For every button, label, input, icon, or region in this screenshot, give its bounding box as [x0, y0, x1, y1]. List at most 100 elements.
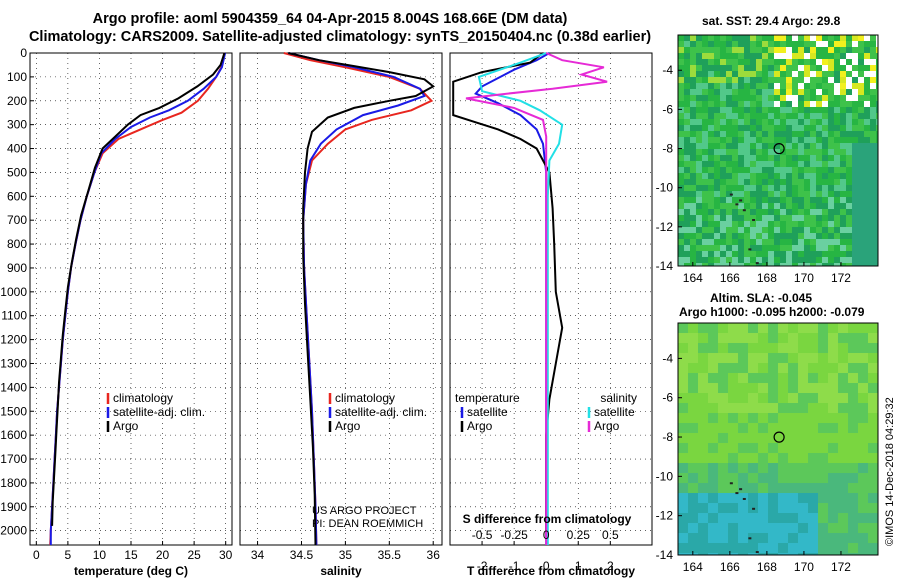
pressure-tick-label: 2000 — [0, 524, 27, 538]
x-axis-label: T difference from climatology — [467, 564, 635, 578]
legend-t-satellite-label: satellite — [467, 405, 508, 419]
map-frame — [677, 322, 879, 556]
map-y-tick-label: -4 — [662, 351, 673, 365]
pressure-tick-label: 900 — [7, 261, 27, 275]
pressure-tick-label: 1300 — [0, 356, 27, 370]
x-tick-label: 25 — [187, 548, 201, 562]
x-tick-label: 35 — [339, 548, 353, 562]
top-tick-label: 0.5 — [602, 528, 619, 542]
pressure-tick-label: 200 — [7, 94, 27, 108]
profile-location-marker — [773, 143, 785, 155]
pressure-tick-label: 300 — [7, 118, 27, 132]
legend-satellite-label: satellite-adj. clim. — [113, 405, 205, 419]
island-speck — [755, 262, 759, 265]
island-speck — [739, 488, 743, 491]
map-x-tick-label: 168 — [757, 560, 777, 574]
series-line-s-argo — [465, 52, 608, 545]
plot-frame — [449, 52, 653, 546]
map-y-tick-label: -8 — [662, 142, 673, 156]
map-y-tick-label: -14 — [656, 259, 674, 273]
pressure-tick-label: 0 — [20, 46, 27, 60]
map-y-tick-label: -14 — [656, 548, 674, 562]
pressure-tick-label: 400 — [7, 142, 27, 156]
map-y-tick-label: -8 — [662, 430, 673, 444]
legend-climatology-label: climatology — [113, 391, 173, 405]
map-y-tick-label: -6 — [662, 102, 673, 116]
legend-s-satellite-label: satellite — [594, 405, 635, 419]
x-tick-label: 30 — [219, 548, 233, 562]
island-speck — [729, 482, 733, 485]
pressure-tick-label: 1800 — [0, 476, 27, 490]
pressure-tick-label: 1000 — [0, 285, 27, 299]
profile-location-marker — [773, 431, 785, 443]
island-speck — [752, 507, 756, 510]
x-axis-label: salinity — [320, 564, 362, 578]
pressure-tick-label: 1200 — [0, 333, 27, 347]
map-x-tick-label: 172 — [831, 560, 851, 574]
figure-title-line1: Argo profile: aoml 5904359_64 04-Apr-201… — [92, 11, 568, 27]
island-speck — [729, 193, 733, 196]
x-tick-label: 15 — [124, 548, 138, 562]
top-tick-label: -0.25 — [500, 528, 528, 542]
island-speck — [752, 219, 756, 222]
map-frame — [677, 34, 879, 267]
series-line-satellite-adj-clim- — [49, 52, 227, 545]
x-axis-label: temperature (deg C) — [74, 564, 188, 578]
legend-satellite-label: satellite-adj. clim. — [335, 405, 427, 419]
pressure-tick-label: 1400 — [0, 380, 27, 394]
pressure-tick-label: 1600 — [0, 428, 27, 442]
map-y-tick-label: -10 — [656, 469, 674, 483]
series-line-s-satellite — [477, 52, 564, 545]
x-tick-label: 10 — [93, 548, 107, 562]
x-tick-label: 35.5 — [378, 548, 402, 562]
x-tick-label: 5 — [65, 548, 72, 562]
top-tick-label: 0 — [543, 528, 550, 542]
pressure-tick-label: 1500 — [0, 404, 27, 418]
pressure-tick-label: 1900 — [0, 500, 27, 514]
legend-argo-label: Argo — [335, 419, 361, 433]
map-x-tick-label: 168 — [757, 271, 777, 285]
pressure-tick-label: 500 — [7, 165, 27, 179]
series-line-argo — [51, 52, 226, 526]
x-tick-label: 34 — [251, 548, 265, 562]
x-tick-label: -2 — [477, 559, 488, 573]
plot-frame — [29, 52, 233, 546]
island-speck — [739, 199, 743, 202]
series-line-t-argo — [452, 52, 564, 531]
island-speck — [742, 497, 746, 500]
pi-label: PI: DEAN ROEMMICH — [312, 518, 424, 530]
x-tick-label: 1 — [575, 559, 582, 573]
pressure-tick-label: 800 — [7, 237, 27, 251]
island-speck — [748, 248, 752, 251]
x-tick-label: 34.5 — [290, 548, 314, 562]
map-y-tick-label: -12 — [656, 509, 674, 523]
pressure-tick-label: 700 — [7, 213, 27, 227]
legend-s-argo-label: Argo — [594, 419, 620, 433]
map-y-tick-label: -4 — [662, 63, 673, 77]
x-tick-label: 0 — [33, 548, 40, 562]
legend-t-argo-label: Argo — [467, 419, 493, 433]
pressure-tick-label: 100 — [7, 70, 27, 84]
map-y-tick-label: -12 — [656, 220, 674, 234]
x-tick-label: 20 — [156, 548, 170, 562]
x-tick-label: 0 — [543, 559, 550, 573]
pressure-tick-label: 1700 — [0, 452, 27, 466]
sla-map — [678, 323, 878, 555]
island-speck — [735, 203, 739, 206]
island-speck — [742, 209, 746, 212]
sst-map — [678, 35, 878, 266]
map-x-tick-label: 170 — [794, 271, 814, 285]
map-x-tick-label: 166 — [720, 560, 740, 574]
pressure-tick-label: 1100 — [1, 309, 27, 323]
series-line-climatology — [49, 52, 226, 546]
sst-map-title: sat. SST: 29.4 Argo: 29.8 — [702, 14, 841, 28]
x-tick-label: 2 — [607, 559, 614, 573]
island-speck — [755, 551, 759, 554]
plot-frame — [239, 52, 443, 546]
x-tick-label: 36 — [427, 548, 441, 562]
series-line-argo — [288, 52, 435, 546]
map-y-tick-label: -10 — [656, 181, 674, 195]
figure-title-line2: Climatology: CARS2009. Satellite-adjuste… — [28, 29, 652, 45]
map-x-tick-label: 164 — [683, 271, 703, 285]
